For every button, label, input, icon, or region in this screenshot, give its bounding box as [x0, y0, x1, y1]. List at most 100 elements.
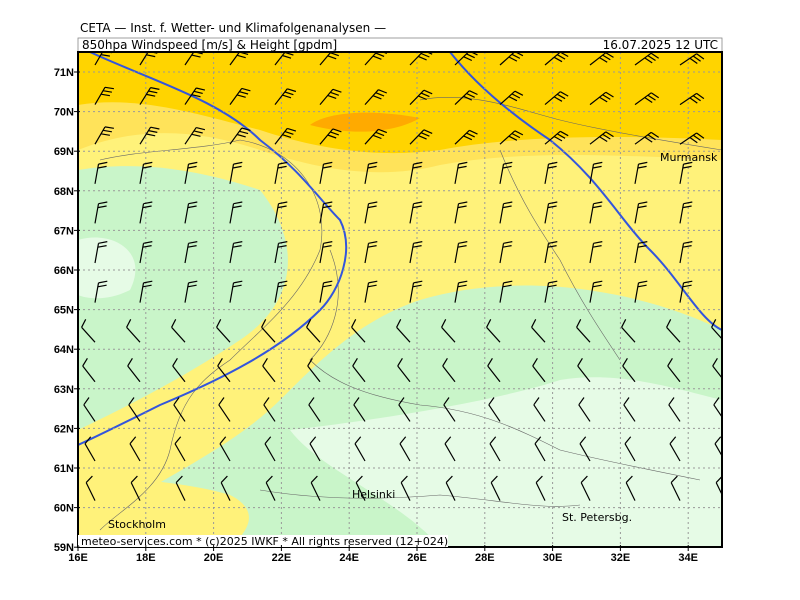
wind-barb — [218, 397, 231, 422]
lon-label: 26E — [407, 552, 427, 564]
wind-barb — [535, 475, 546, 501]
wind-barb — [589, 52, 614, 66]
lat-label: 62N — [54, 423, 74, 435]
lon-label: 28E — [475, 552, 495, 564]
axis-labels: 71N70N69N68N67N66N65N64N63N62N61N60N59N1… — [54, 67, 698, 564]
wind-barb — [174, 436, 186, 462]
valid-time: 16.07.2025 12 UTC — [603, 38, 718, 52]
wind-barb — [126, 319, 141, 343]
wind-barb — [139, 241, 153, 264]
wind-barb — [409, 241, 423, 264]
wind-barb — [94, 201, 108, 224]
wind-barb — [544, 161, 558, 184]
lat-label: 61N — [54, 463, 74, 475]
wind-barb — [139, 52, 158, 66]
wind-barb — [669, 436, 681, 462]
wind-barb — [725, 281, 737, 302]
wind-barb — [229, 201, 243, 224]
wind-barb — [139, 280, 153, 303]
wind-barb — [634, 161, 648, 184]
wind-barb — [184, 241, 198, 264]
wind-barb — [400, 475, 411, 501]
wind-barb — [625, 475, 636, 501]
wind-barb — [171, 319, 186, 343]
wind-barb — [274, 52, 296, 66]
wind-barb — [454, 241, 468, 264]
wind-barb — [441, 319, 456, 343]
footer-box — [78, 535, 448, 547]
wind-barb — [396, 319, 411, 343]
shade-green — [78, 166, 288, 430]
wind-barb — [533, 397, 546, 422]
wind-barb — [454, 161, 468, 184]
wind-barb — [184, 161, 198, 184]
wind-barb — [544, 91, 569, 106]
wind-barb — [454, 201, 468, 224]
wind-barb — [589, 161, 603, 184]
place-label: St. Petersbg. — [562, 511, 632, 524]
wind-barb — [544, 280, 558, 303]
wind-barb — [634, 280, 648, 303]
wind-barb — [679, 280, 693, 303]
shade-light-green — [78, 237, 136, 299]
lon-label: 32E — [611, 552, 631, 564]
wind-barb — [666, 319, 681, 343]
wind-barb — [319, 52, 342, 66]
shade-orange — [310, 112, 420, 132]
wind-barb — [229, 161, 243, 184]
wind-barbs — [81, 52, 737, 501]
wind-barb — [589, 241, 603, 264]
wind-barb — [534, 436, 546, 462]
place-label: Stockholm — [108, 518, 166, 531]
wind-barb — [409, 129, 433, 145]
wind-barb — [487, 357, 501, 383]
wind-barb — [622, 357, 636, 383]
wind-barb — [531, 319, 546, 343]
wind-barb — [499, 90, 524, 106]
wind-barb — [184, 87, 206, 105]
wind-barb — [409, 89, 433, 106]
wind-barb — [668, 397, 681, 422]
wind-barb — [94, 280, 108, 303]
wind-barb — [94, 161, 108, 184]
wind-barb — [364, 161, 378, 184]
wind-barb — [576, 319, 591, 343]
wind-barb — [83, 397, 96, 422]
lat-label: 66N — [54, 265, 74, 277]
wind-barb — [725, 242, 737, 263]
wind-barb — [84, 436, 96, 462]
wind-barb — [364, 89, 388, 106]
height-contours — [78, 52, 722, 446]
wind-barb — [679, 241, 693, 264]
lat-label: 65N — [54, 305, 74, 317]
wind-barb — [544, 130, 569, 145]
wind-barb — [229, 87, 251, 105]
lat-label: 67N — [54, 225, 74, 237]
wind-barb — [725, 202, 737, 223]
wind-barb — [679, 132, 705, 145]
wind-barb — [353, 397, 366, 422]
lat-label: 59N — [54, 542, 74, 554]
wind-barb — [589, 280, 603, 303]
lat-label: 64N — [54, 344, 74, 356]
wind-barb — [499, 201, 513, 224]
lon-label: 20E — [204, 552, 224, 564]
wind-barb — [319, 280, 333, 303]
wind-barb — [713, 397, 722, 419]
wind-barb — [129, 436, 141, 462]
wind-barb — [274, 88, 297, 105]
wind-barb — [499, 52, 524, 66]
wind-barb — [624, 436, 636, 462]
wind-barb — [217, 357, 231, 383]
wind-barb — [544, 241, 558, 264]
wind-barb — [634, 92, 660, 106]
wind-barb — [306, 319, 321, 343]
wind-barb — [352, 357, 366, 383]
wind-barb — [634, 201, 648, 224]
product-title: 850hpa Windspeed [m/s] & Height [gpdm] — [82, 38, 337, 52]
wind-barb — [263, 397, 276, 422]
lon-label: 22E — [272, 552, 292, 564]
wind-barb — [184, 52, 203, 66]
wind-barb — [127, 357, 141, 383]
wind-barb — [94, 52, 112, 66]
